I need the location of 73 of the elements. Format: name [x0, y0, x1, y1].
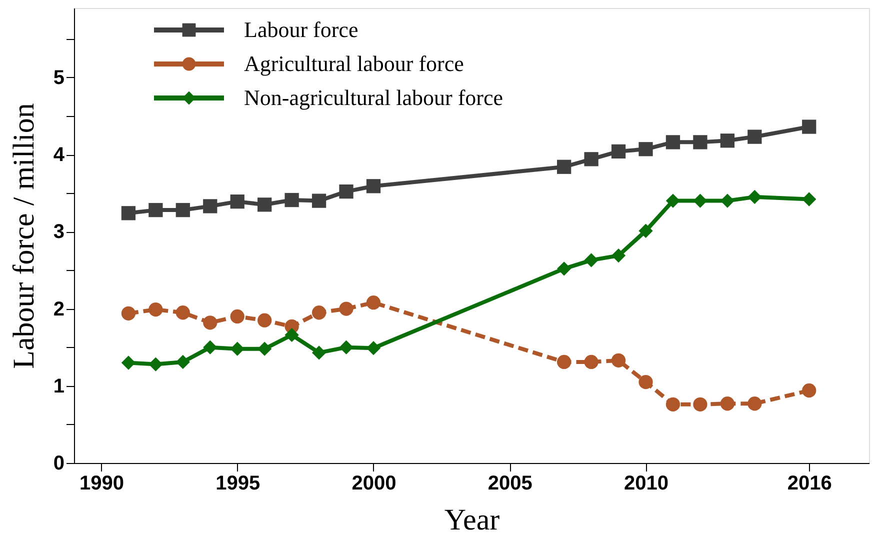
point: [121, 306, 136, 320]
point: [230, 309, 244, 324]
x-tick-label: 1995: [216, 472, 260, 494]
point: [148, 357, 163, 372]
point: [611, 248, 626, 263]
point: [584, 253, 598, 268]
point: [121, 356, 136, 370]
point: [748, 190, 762, 204]
point: [258, 342, 272, 356]
point: [176, 306, 190, 320]
point: [203, 199, 218, 214]
point: [748, 130, 762, 144]
legend-label: Non-agricultural labour force: [244, 85, 503, 110]
point: [284, 192, 299, 208]
point: [666, 397, 680, 412]
y-tick-label: 5: [53, 66, 64, 89]
x-tick-label: 2005: [488, 472, 532, 494]
point: [638, 374, 653, 390]
point: [176, 202, 190, 218]
y-axis-title: Labour force / million: [7, 103, 40, 369]
point: [230, 194, 244, 209]
x-axis-title: Year: [444, 504, 500, 536]
point: [584, 152, 598, 166]
point: [366, 296, 381, 310]
point: [556, 354, 572, 370]
x-tick-label: 2000: [352, 472, 396, 494]
point: [556, 160, 572, 174]
point: [693, 397, 708, 412]
point: [693, 135, 708, 150]
point: [258, 313, 272, 328]
legend-label: Labour force: [244, 17, 358, 42]
point: [148, 202, 163, 218]
point: [312, 194, 326, 208]
y-tick-label: 0: [53, 452, 64, 474]
point: [720, 194, 734, 208]
point: [638, 142, 653, 156]
point: [339, 340, 354, 354]
legend-label: Agricultural labour force: [244, 51, 464, 76]
point: [203, 316, 218, 330]
point: [666, 194, 680, 208]
point: [611, 144, 626, 159]
point: [203, 340, 218, 354]
point: [611, 353, 626, 368]
point: [720, 134, 734, 148]
point: [312, 306, 326, 320]
y-tick-label: 1: [53, 375, 64, 398]
point: [284, 328, 299, 342]
point: [121, 206, 136, 220]
point: [638, 224, 653, 238]
point: [556, 262, 572, 276]
point: [720, 396, 734, 411]
point: [366, 179, 381, 194]
point: [312, 346, 326, 360]
x-tick-label: 2016: [787, 472, 832, 494]
point: [339, 302, 354, 316]
point: [176, 354, 190, 370]
y-tick-label: 4: [53, 144, 66, 166]
point: [258, 198, 272, 212]
x-tick-label: 1990: [79, 472, 124, 494]
y-tick-label: 2: [53, 298, 64, 320]
y-tick-label: 3: [53, 221, 64, 244]
point: [802, 383, 816, 398]
point: [584, 354, 598, 370]
point: [230, 342, 244, 356]
x-tick-label: 2010: [624, 472, 668, 494]
point: [366, 341, 381, 356]
point: [802, 192, 816, 206]
point: [802, 120, 816, 134]
point: [748, 396, 762, 411]
point: [693, 194, 708, 208]
point: [666, 135, 680, 150]
point: [148, 302, 163, 317]
point: [339, 184, 354, 199]
